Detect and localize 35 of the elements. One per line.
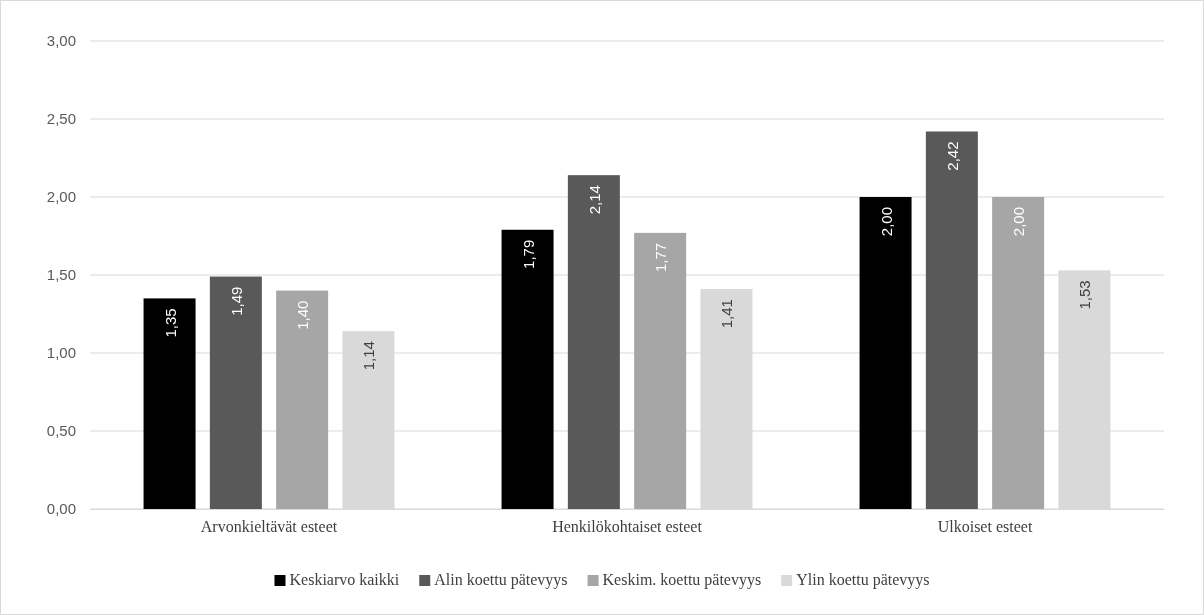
y-tick-label: 0,00 (46, 500, 76, 518)
bar (567, 175, 620, 509)
y-tick-label: 3,00 (46, 32, 76, 50)
bar (501, 229, 554, 509)
data-label: 2,00 (1010, 207, 1028, 237)
legend-label: Keskiarvo kaikki (289, 571, 400, 588)
data-label: 1,14 (360, 341, 378, 371)
data-label: 2,14 (585, 185, 603, 215)
data-label: 1,49 (227, 286, 245, 316)
x-tick-label: Arvonkieltävät esteet (200, 518, 338, 536)
x-tick-label: Henkilökohtaiset esteet (552, 518, 703, 536)
legend-label: Ylin koettu pätevyys (796, 571, 930, 589)
legend-label: Keskim. koettu pätevyys (602, 571, 762, 589)
bar (992, 197, 1045, 509)
data-label: 1,77 (652, 242, 670, 273)
y-tick-label: 1,00 (46, 344, 76, 362)
y-tick-label: 2,50 (46, 110, 76, 128)
bar (859, 197, 912, 509)
data-label: 2,00 (877, 207, 895, 237)
y-tick-label: 2,00 (46, 188, 76, 206)
y-tick-label: 0,50 (46, 422, 76, 440)
data-label: 2,42 (943, 141, 961, 171)
bar (209, 276, 262, 509)
data-label: 1,41 (718, 299, 736, 329)
bar (634, 232, 687, 509)
data-label: 1,53 (1076, 280, 1094, 310)
bar (276, 290, 329, 509)
x-tick-label: Ulkoiset esteet (937, 518, 1033, 536)
data-label: 1,40 (294, 300, 312, 330)
data-label: 1,79 (519, 239, 537, 269)
y-tick-label: 1,50 (46, 266, 76, 284)
bar (143, 298, 196, 509)
data-label: 1,35 (161, 308, 179, 338)
bar (925, 131, 978, 509)
legend-label: Alin koettu pätevyys (434, 571, 568, 589)
